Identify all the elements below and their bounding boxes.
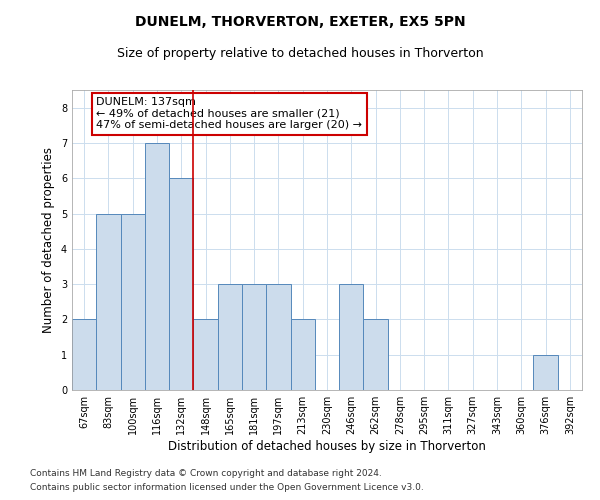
Bar [533,354,558,390]
Bar [145,143,169,390]
Bar [72,320,96,390]
Text: DUNELM, THORVERTON, EXETER, EX5 5PN: DUNELM, THORVERTON, EXETER, EX5 5PN [134,15,466,29]
Bar [242,284,266,390]
Text: Contains public sector information licensed under the Open Government Licence v3: Contains public sector information licen… [30,484,424,492]
Bar [218,284,242,390]
Bar [266,284,290,390]
Bar [193,320,218,390]
Bar [169,178,193,390]
Text: DUNELM: 137sqm
← 49% of detached houses are smaller (21)
47% of semi-detached ho: DUNELM: 137sqm ← 49% of detached houses … [96,97,362,130]
Bar [339,284,364,390]
Bar [121,214,145,390]
Bar [364,320,388,390]
X-axis label: Distribution of detached houses by size in Thorverton: Distribution of detached houses by size … [168,440,486,453]
Text: Contains HM Land Registry data © Crown copyright and database right 2024.: Contains HM Land Registry data © Crown c… [30,468,382,477]
Text: Size of property relative to detached houses in Thorverton: Size of property relative to detached ho… [116,48,484,60]
Y-axis label: Number of detached properties: Number of detached properties [43,147,55,333]
Bar [290,320,315,390]
Bar [96,214,121,390]
